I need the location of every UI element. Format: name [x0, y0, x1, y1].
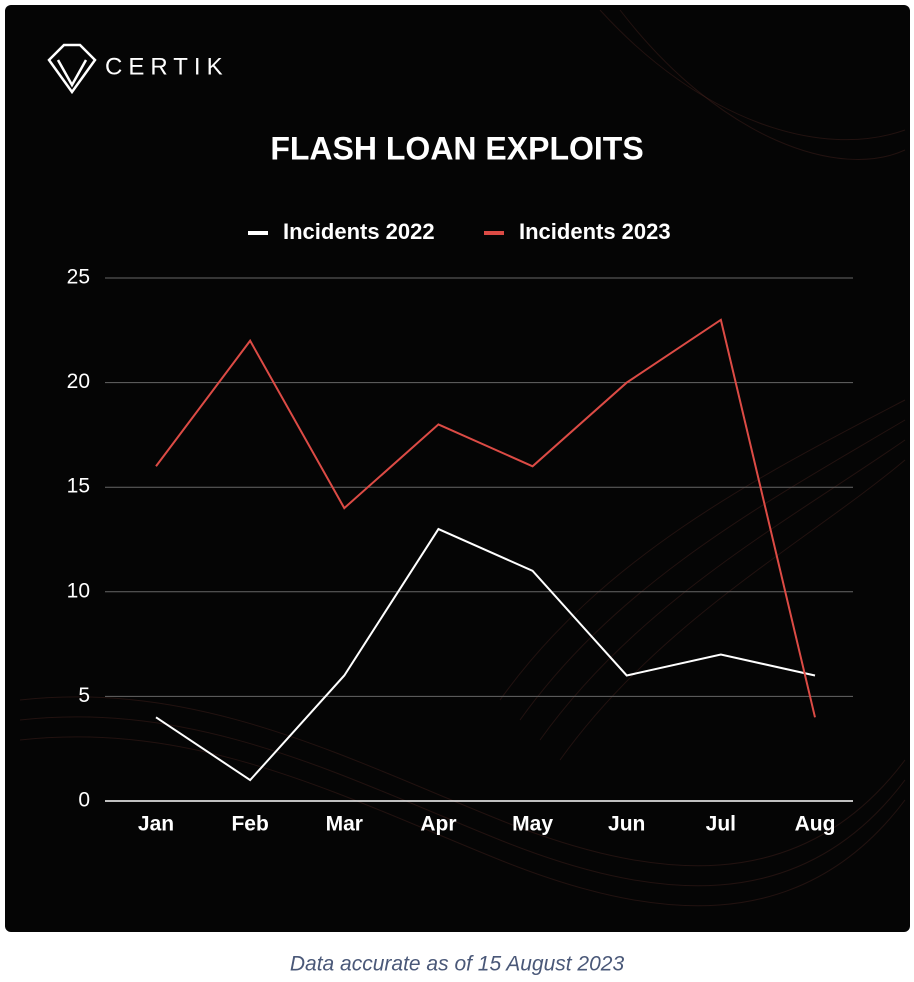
series-line — [155, 318, 816, 718]
x-tick-label: Jul — [706, 813, 736, 836]
x-tick-label: Jun — [608, 813, 645, 836]
chart-title: FLASH LOAN EXPLOITS — [270, 130, 643, 166]
logo-icon — [47, 43, 97, 95]
y-tick-label: 15 — [67, 475, 90, 498]
x-tick-label: Feb — [231, 813, 268, 836]
x-tick-label: Mar — [326, 813, 363, 836]
legend-label: Incidents 2023 — [519, 219, 671, 244]
legend: Incidents 2022 Incidents 2023 — [248, 219, 671, 244]
card — [5, 5, 910, 932]
x-tick-label: Apr — [420, 813, 456, 836]
legend-label: Incidents 2022 — [283, 219, 435, 244]
y-tick-label: 10 — [67, 579, 90, 602]
x-tick-label: Aug — [795, 813, 836, 836]
x-tick-label: Jan — [138, 813, 174, 836]
background-pattern — [19, 9, 906, 907]
brand: CERTIK — [105, 53, 229, 80]
series-line — [155, 527, 816, 782]
y-tick-label: 0 — [78, 789, 90, 812]
y-tick-label: 25 — [67, 266, 90, 289]
x-tick-label: May — [512, 813, 553, 836]
caption: Data accurate as of 15 August 2023 — [290, 953, 625, 976]
y-tick-label: 20 — [67, 370, 90, 393]
y-tick-label: 5 — [78, 684, 90, 707]
